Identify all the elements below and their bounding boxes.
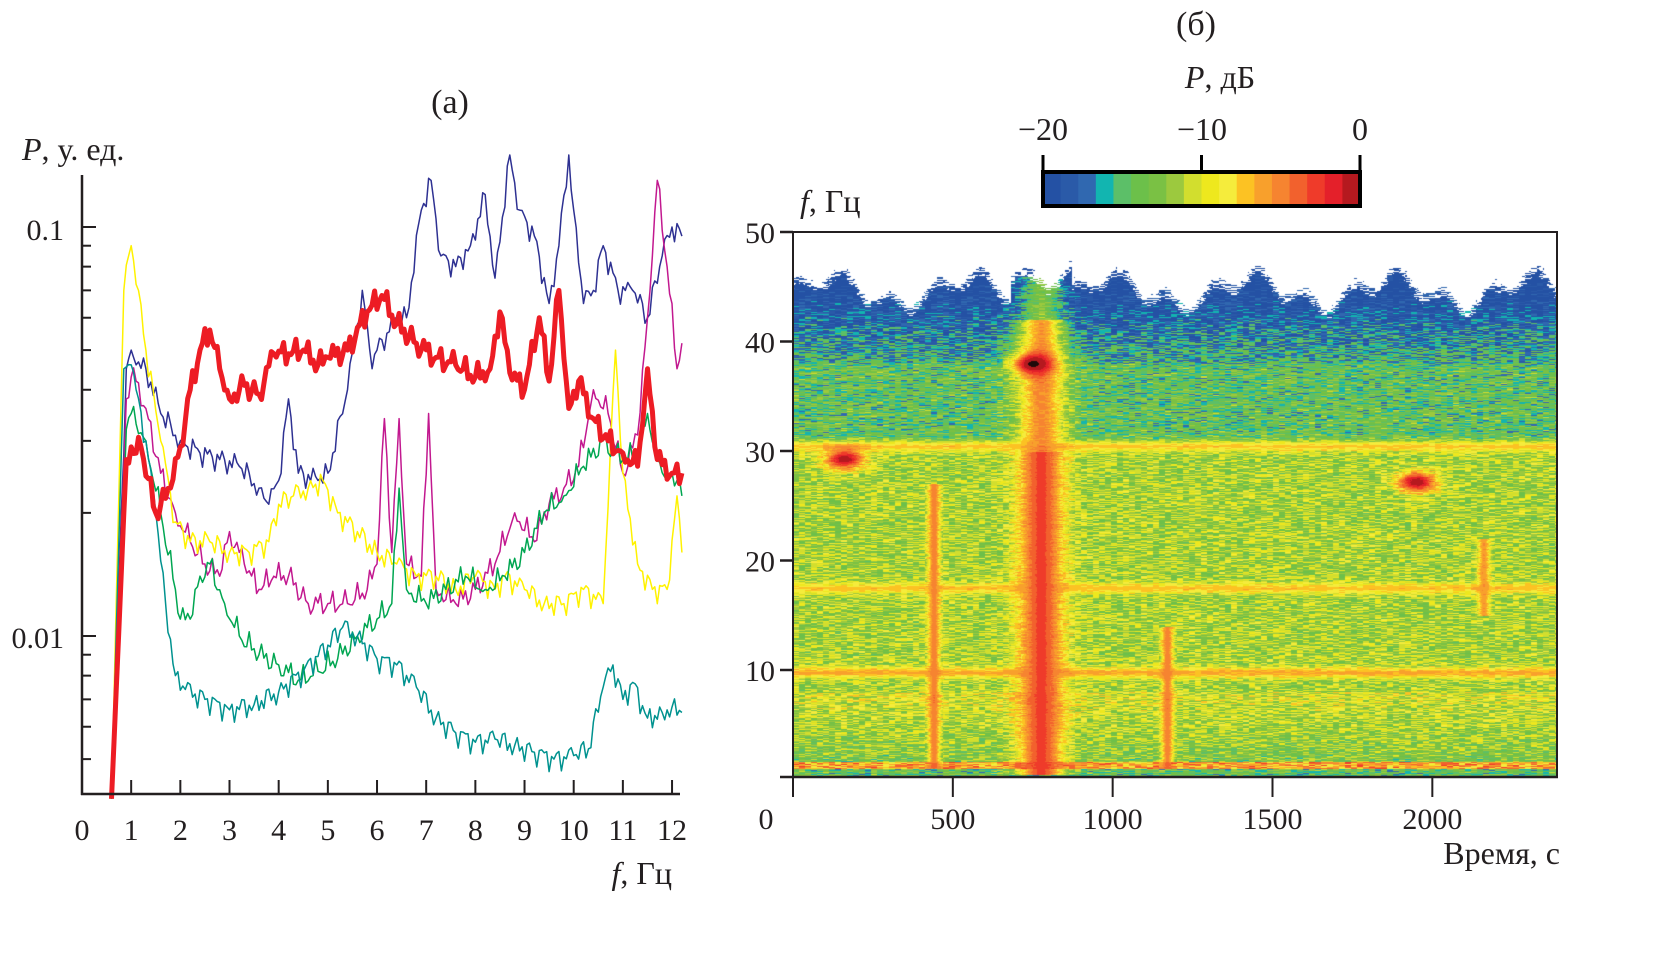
panel-b-ytick-label: 50	[745, 217, 775, 250]
spectrogram-image	[793, 232, 1557, 777]
panel-a-xtick-label: 0	[75, 814, 90, 847]
colorbar-label-var: P	[1184, 59, 1205, 95]
panel-b-ylabel-unit: , Гц	[809, 183, 861, 219]
colorbar-swatch	[1148, 172, 1167, 206]
panel-b-xlabel: Время, с	[1443, 835, 1560, 871]
panel-b-ytick-label: 30	[745, 436, 775, 469]
colorbar-swatch	[1219, 172, 1238, 206]
colorbar-swatch	[1236, 172, 1255, 206]
colorbar-tick-label: −20	[1018, 111, 1068, 147]
panel-a-xtick-label: 7	[419, 814, 434, 847]
panel-b-x-tick-labels: 500 1000 1500 2000	[930, 803, 1462, 836]
panel-a-ylabel: P, у. ед.	[21, 131, 124, 167]
panel-b-y-ticks	[780, 230, 793, 672]
panel-b-xtick-label: 1500	[1242, 803, 1302, 836]
panel-a-xtick-label: 2	[173, 814, 188, 847]
panel-a-line-chart: (а) P, у. ед. f, Гц 0.1 0.01 0 1 2 3 4 5…	[12, 84, 688, 891]
panel-a-xtick-label: 10	[559, 814, 589, 847]
panel-b-ytick-label: 20	[745, 546, 775, 579]
panel-b-x-ticks	[792, 777, 1434, 797]
panel-b-y-tick-labels: 10 20 30 40 50	[745, 217, 775, 688]
colorbar-swatch	[1324, 172, 1343, 206]
colorbar-tick-label: −10	[1177, 111, 1227, 147]
colorbar-swatch	[1183, 172, 1203, 206]
colorbar-swatch	[1166, 172, 1185, 206]
panel-b-xtick-origin: 0	[759, 803, 774, 836]
panel-a-y-ticks	[82, 226, 96, 761]
colorbar-swatch	[1060, 172, 1079, 206]
colorbar-swatch	[1307, 172, 1326, 206]
colorbar	[1041, 155, 1362, 208]
panel-b-xtick-label: 500	[930, 803, 975, 836]
series-line-teal	[110, 363, 683, 799]
panel-a-xtick-label: 12	[657, 814, 687, 847]
panel-a-xlabel-unit: , Гц	[620, 855, 672, 891]
panel-b-spectrogram: (б) P, дБ −20 −10 0 f, Гц Время, с 0 500…	[745, 6, 1560, 871]
spectrogram-raster	[793, 232, 1557, 777]
panel-a-xtick-label: 5	[320, 814, 335, 847]
colorbar-swatch	[1342, 172, 1361, 206]
colorbar-swatch	[1201, 172, 1220, 206]
panel-a-xlabel: f, Гц	[611, 855, 672, 891]
panel-b-ytick-label: 10	[745, 655, 775, 688]
panel-a-label: (а)	[431, 84, 469, 121]
colorbar-tick-label: 0	[1352, 111, 1368, 147]
panel-a-ytick-label-0.01: 0.01	[12, 622, 65, 655]
colorbar-swatch	[1254, 172, 1273, 206]
panel-b-label: (б)	[1176, 6, 1216, 43]
panel-a-series-group	[109, 154, 685, 799]
colorbar-swatch	[1043, 172, 1062, 206]
colorbar-label-unit: , дБ	[1204, 59, 1255, 95]
panel-a-xtick-label: 8	[468, 814, 483, 847]
panel-b-ylabel: f, Гц	[800, 183, 861, 219]
panel-b-xtick-label: 2000	[1402, 803, 1462, 836]
colorbar-swatch	[1271, 172, 1291, 206]
panel-a-xtick-label: 3	[222, 814, 237, 847]
colorbar-tick-labels: −20 −10 0	[1018, 111, 1368, 147]
panel-b-xtick-label: 1000	[1083, 803, 1143, 836]
panel-a-x-tick-labels: 0 1 2 3 4 5 6 7 8 9 10 11 12	[75, 814, 688, 847]
panel-a-xtick-label: 11	[608, 814, 637, 847]
colorbar-label: P, дБ	[1184, 59, 1255, 95]
colorbar-swatch	[1113, 172, 1132, 206]
series-line-red	[109, 287, 685, 799]
panel-a-xtick-label: 4	[271, 814, 286, 847]
colorbar-swatch	[1131, 172, 1150, 206]
panel-a-xtick-label: 1	[124, 814, 139, 847]
series-line-yellow	[110, 244, 683, 799]
panel-b-ytick-label: 40	[745, 327, 775, 360]
series-line-green	[110, 405, 683, 799]
colorbar-swatch	[1078, 172, 1097, 206]
panel-a-xtick-label: 9	[517, 814, 532, 847]
panel-a-ylabel-unit: , у. ед.	[42, 131, 125, 167]
colorbar-swatch	[1095, 172, 1115, 206]
panel-a-ylabel-var: P	[21, 131, 42, 167]
panel-a-x-ticks	[130, 780, 674, 794]
panel-a-xtick-label: 6	[370, 814, 385, 847]
colorbar-swatch	[1289, 172, 1308, 206]
panel-a-ytick-label-0.1: 0.1	[27, 214, 65, 247]
